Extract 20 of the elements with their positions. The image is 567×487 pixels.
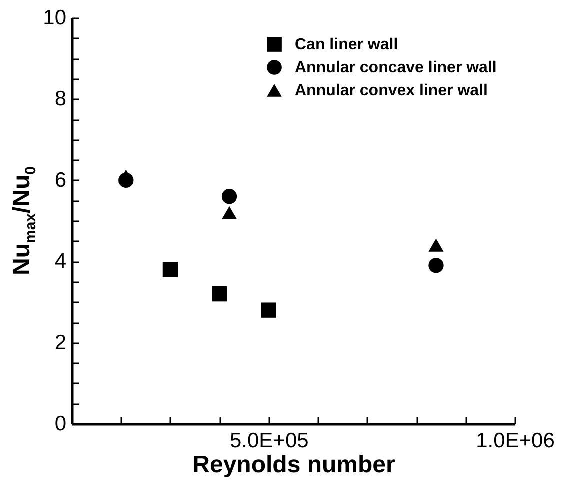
point xyxy=(222,189,238,204)
y-tick-label: 10 xyxy=(43,6,66,30)
y-tick-label: 8 xyxy=(54,88,66,111)
point xyxy=(428,238,444,252)
x-tick-label: 5.0E+05 xyxy=(230,430,309,452)
y-tick-label: 0 xyxy=(54,412,66,436)
legend-label: Annular concave liner wall xyxy=(295,60,497,76)
x-tick-label: 1.0E+06 xyxy=(476,430,555,452)
y-tick-label: 6 xyxy=(54,168,66,192)
point xyxy=(428,258,444,274)
point xyxy=(118,172,134,188)
point xyxy=(162,262,178,278)
legend-label: Can liner wall xyxy=(295,36,398,54)
y-tick-label: 4 xyxy=(54,250,67,274)
legend-label: Annular convex liner wall xyxy=(295,82,488,100)
point xyxy=(222,206,238,220)
point xyxy=(212,286,228,302)
x-axis-title: Reynolds number xyxy=(192,452,396,478)
y-tick-label: 2 xyxy=(54,331,66,354)
point xyxy=(261,302,276,318)
